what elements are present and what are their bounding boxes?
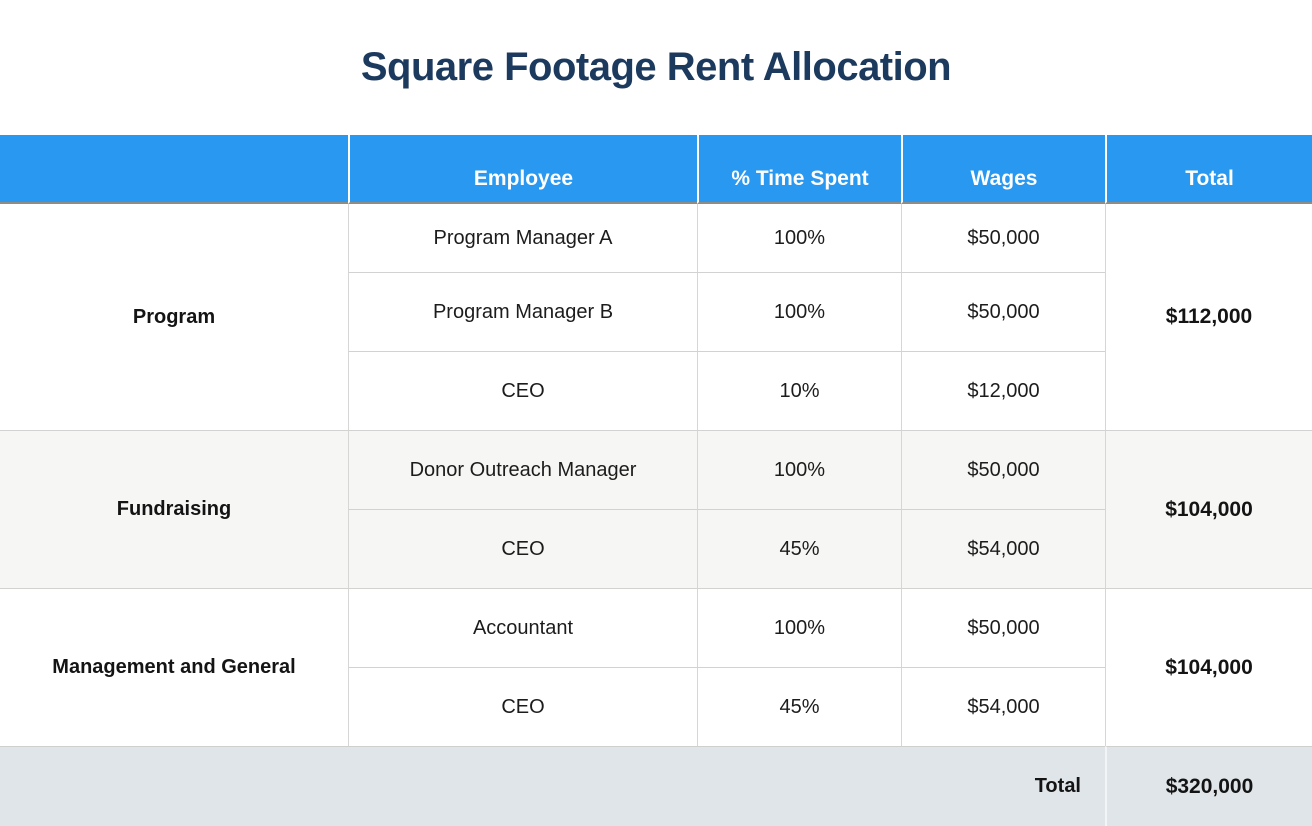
table-cell-employee: Program Manager B xyxy=(348,272,697,351)
table-cell-wages: $50,000 xyxy=(901,204,1105,272)
table-cell-time: 10% xyxy=(697,351,901,430)
footer-total-value: $320,000 xyxy=(1105,746,1312,826)
group-total-cell-program: $112,000 xyxy=(1105,204,1312,430)
table-cell-employee: Program Manager A xyxy=(348,204,697,272)
table-cell-employee: CEO xyxy=(348,667,697,746)
header-cell-wages: Wages xyxy=(901,135,1105,204)
table-cell-time: 100% xyxy=(697,588,901,667)
group-total-cell-management: $104,000 xyxy=(1105,588,1312,746)
table-cell-time: 45% xyxy=(697,509,901,588)
table-cell-employee: Donor Outreach Manager xyxy=(348,430,697,509)
header-cell-category xyxy=(0,135,348,204)
table-cell-employee: CEO xyxy=(348,351,697,430)
table-cell-time: 100% xyxy=(697,204,901,272)
table-cell-wages: $50,000 xyxy=(901,430,1105,509)
category-cell-fundraising: Fundraising xyxy=(0,430,348,588)
footer-total-label: Total xyxy=(0,746,1105,826)
table-cell-time: 100% xyxy=(697,272,901,351)
table-cell-time: 100% xyxy=(697,430,901,509)
header-cell-total: Total xyxy=(1105,135,1312,204)
table-cell-wages: $54,000 xyxy=(901,667,1105,746)
table-cell-wages: $50,000 xyxy=(901,272,1105,351)
table-cell-wages: $50,000 xyxy=(901,588,1105,667)
table-cell-wages: $12,000 xyxy=(901,351,1105,430)
table-cell-time: 45% xyxy=(697,667,901,746)
group-total-cell-fundraising: $104,000 xyxy=(1105,430,1312,588)
table-cell-employee: CEO xyxy=(348,509,697,588)
header-cell-time-spent: % Time Spent xyxy=(697,135,901,204)
rent-allocation-table: Employee % Time Spent Wages Total Progra… xyxy=(0,135,1312,826)
category-cell-management: Management and General xyxy=(0,588,348,746)
table-cell-wages: $54,000 xyxy=(901,509,1105,588)
page-title: Square Footage Rent Allocation xyxy=(360,45,952,89)
category-cell-program: Program xyxy=(132,305,216,328)
title-area: Square Footage Rent Allocation xyxy=(0,0,1312,135)
header-cell-employee: Employee xyxy=(348,135,697,204)
table-cell-employee: Accountant xyxy=(348,588,697,667)
